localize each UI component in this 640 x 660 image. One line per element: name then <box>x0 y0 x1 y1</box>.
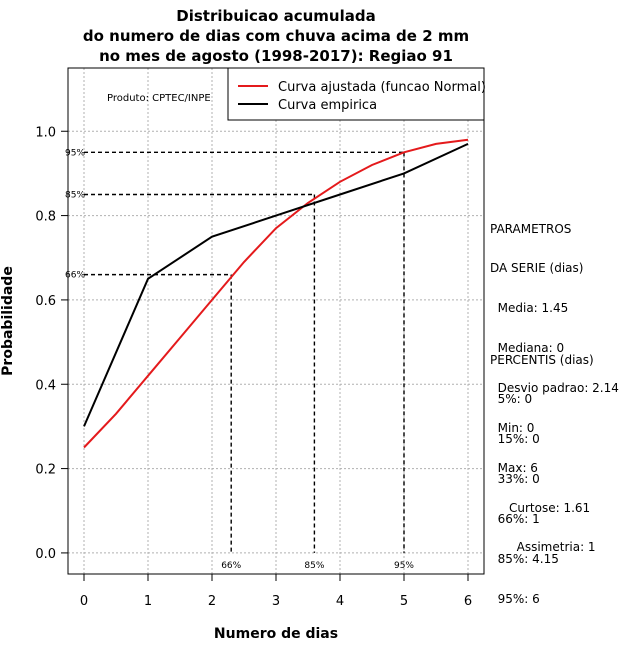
y-tick-label: 0.6 <box>35 294 56 309</box>
curtose-value: Curtose: 1.61 <box>509 500 591 515</box>
parametros-line: Desvio padrao: 2.14 <box>490 381 619 396</box>
percentile-markers: 66% 66% 85% 85% 95% 95% <box>65 148 414 571</box>
y-tick-label: 0.0 <box>35 547 56 562</box>
product-label: Produto: CPTEC/INPE <box>107 93 211 104</box>
y-tick-label: 0.4 <box>35 378 56 393</box>
parametros-panel: PARAMETROS DA SERIE (dias) Media: 1.45 M… <box>490 196 619 489</box>
y-axis-label: Probabilidade <box>0 266 16 376</box>
percentile-y-label: 85% <box>65 191 85 201</box>
shape-stats: Curtose: 1.61 Assimetria: 1 <box>509 475 596 568</box>
percentis-line: 15%: 0 <box>490 432 540 447</box>
title-line: do numero de dias com chuva acima de 2 m… <box>83 27 469 45</box>
axes: 0 1 2 3 4 5 6 0.0 0.2 0.4 0.6 0.8 1.0 <box>35 125 472 609</box>
legend-label: Curva empirica <box>278 98 377 113</box>
x-tick-label: 3 <box>272 594 280 609</box>
percentis-line: 95%: 6 <box>490 591 540 606</box>
x-tick-label: 2 <box>208 594 216 609</box>
percentis-line: 5%: 0 <box>490 392 533 407</box>
legend: Curva ajustada (funcao Normal) Curva empi… <box>227 67 486 121</box>
percentis-line: 66%: 1 <box>490 512 540 527</box>
percentis-line: PERCENTIS (dias) <box>490 352 594 367</box>
x-tick-label: 0 <box>80 594 88 609</box>
x-axis-label: Numero de dias <box>214 626 338 642</box>
series-line <box>83 138 469 449</box>
percentile-x-label: 66% <box>221 561 241 571</box>
title-line: Distribuicao acumulada <box>176 7 375 25</box>
assimetria-value: Assimetria: 1 <box>509 540 596 555</box>
percentile-y-label: 66% <box>65 271 85 281</box>
parametros-line: Max: 6 <box>490 460 538 475</box>
legend-label: Curva ajustada (funcao Normal) <box>278 80 486 95</box>
y-tick-label: 1.0 <box>35 125 56 140</box>
chart-title: Distribuicao acumulada do numero de dias … <box>83 7 469 65</box>
title-line: no mes de agosto (1998-2017): Regiao 91 <box>99 47 453 65</box>
percentile-x-label: 95% <box>394 561 414 571</box>
x-tick-label: 1 <box>144 594 152 609</box>
y-tick-label: 0.8 <box>35 210 56 225</box>
x-tick-label: 4 <box>336 594 344 609</box>
y-tick-label: 0.2 <box>35 463 56 478</box>
parametros-line: DA SERIE (dias) <box>490 261 584 276</box>
percentile-y-label: 95% <box>65 148 85 158</box>
x-tick-label: 5 <box>400 594 408 609</box>
series-line <box>83 142 469 427</box>
percentis-line: 33%: 0 <box>490 472 540 487</box>
percentile-x-label: 85% <box>304 561 324 571</box>
x-tick-label: 6 <box>464 594 472 609</box>
parametros-line: PARAMETROS <box>490 221 572 236</box>
parametros-line: Mediana: 0 <box>490 341 565 356</box>
percentis-line: 85%: 4.15 <box>490 552 559 567</box>
series <box>83 138 469 449</box>
percentis-panel: PERCENTIS (dias) 5%: 0 15%: 0 33%: 0 66%… <box>490 327 594 620</box>
parametros-line: Media: 1.45 <box>490 301 569 316</box>
parametros-line: Min: 0 <box>490 421 535 436</box>
legend-box <box>227 67 485 121</box>
